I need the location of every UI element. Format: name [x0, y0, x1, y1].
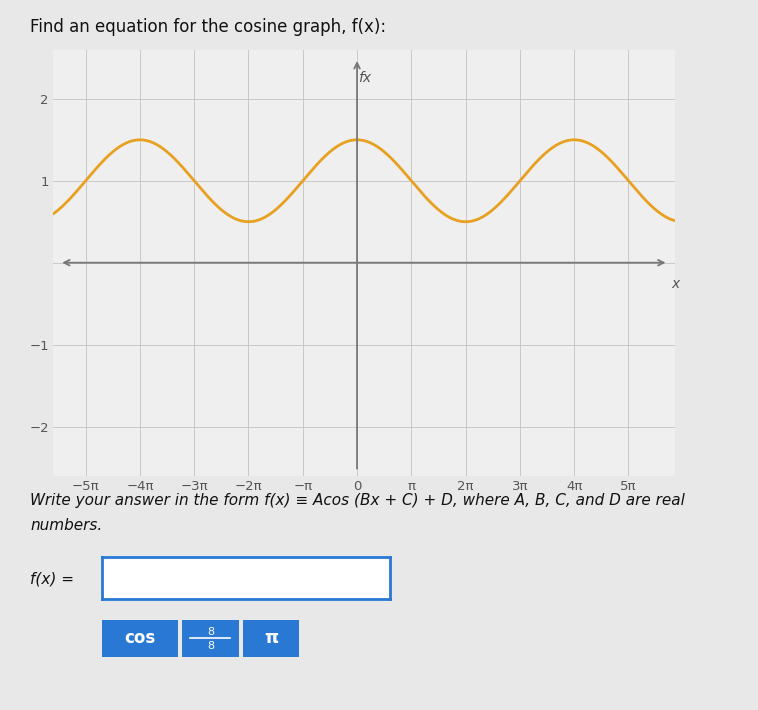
- Text: Write your answer in the form f(x) ≡ Acos (Bx + C) + D, where A, B, C, and D are: Write your answer in the form f(x) ≡ Aco…: [30, 493, 685, 508]
- Text: Find an equation for the cosine graph, f(x):: Find an equation for the cosine graph, f…: [30, 18, 387, 36]
- Text: cos: cos: [124, 629, 156, 648]
- Text: 8: 8: [207, 640, 214, 650]
- Text: numbers.: numbers.: [30, 518, 102, 533]
- Text: x: x: [672, 278, 680, 291]
- Text: f(x) =: f(x) =: [30, 571, 74, 586]
- Text: π: π: [264, 629, 278, 648]
- Text: fx: fx: [359, 71, 371, 85]
- Text: 8: 8: [207, 627, 214, 637]
